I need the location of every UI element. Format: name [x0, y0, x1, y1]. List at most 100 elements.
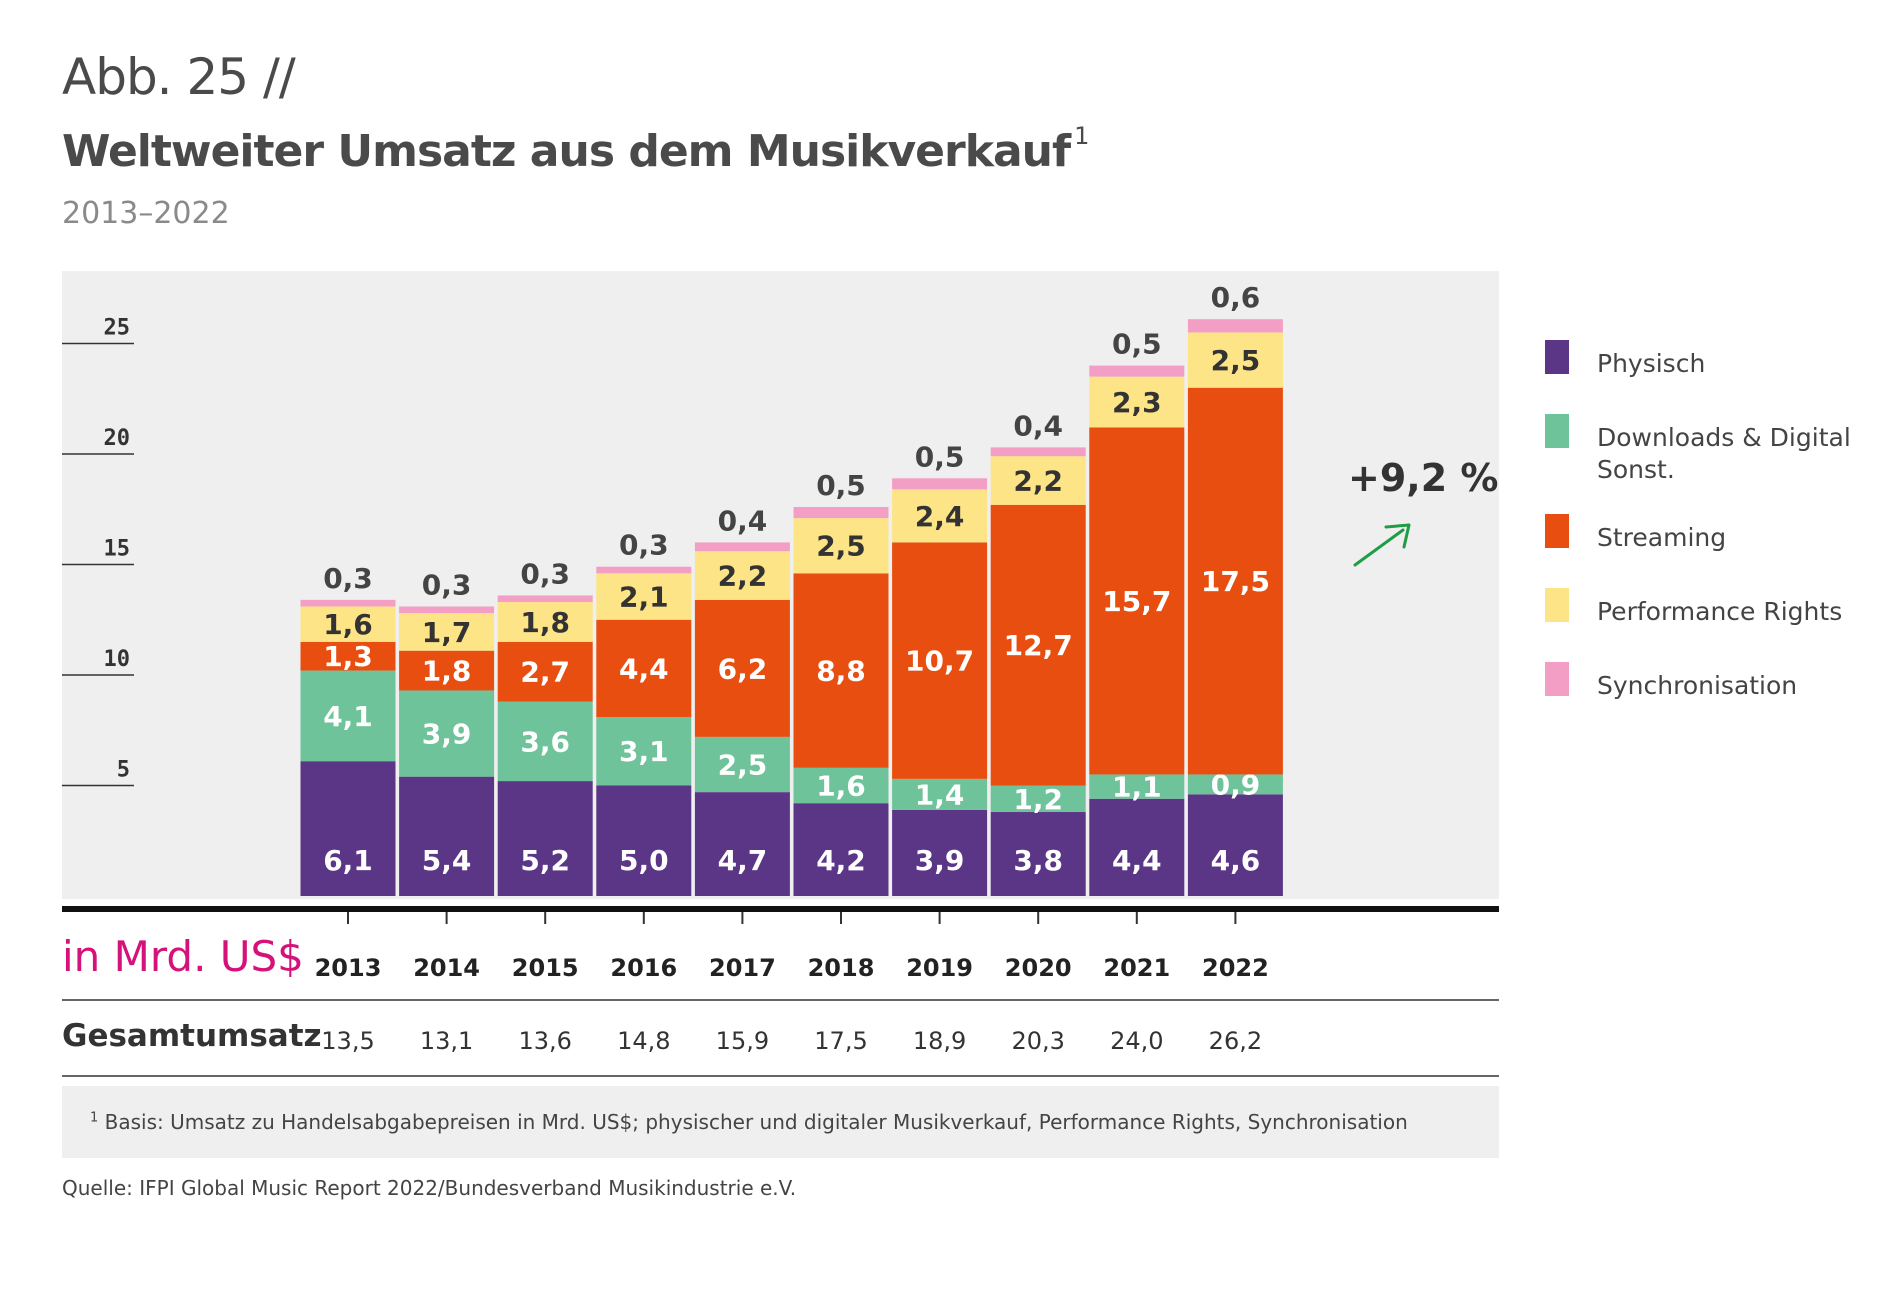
bar-segment: [1089, 376, 1185, 428]
bar-segment: [694, 792, 790, 896]
x-tick-label: 2022: [1202, 954, 1269, 982]
bar-value-label: 2,3: [1112, 386, 1162, 419]
bar-value-label: 3,9: [915, 844, 965, 877]
bar-segment: [694, 551, 790, 600]
bar-value-label: 0,5: [816, 469, 866, 502]
bar-value-label: 2,1: [619, 581, 669, 614]
bar-segment: [497, 641, 593, 702]
growth-label: +9,2 %: [1348, 456, 1499, 500]
legend-swatch-physisch: [1545, 340, 1569, 374]
bar-segment: [793, 573, 889, 768]
bar-segment: [892, 542, 988, 779]
footnote-text: Basis: Umsatz zu Handelsabgabepreisen in…: [104, 1110, 1408, 1134]
bar-value-label: 1,8: [422, 655, 472, 688]
bar-value-label: 4,7: [718, 844, 768, 877]
x-tick-label: 2018: [808, 954, 875, 982]
bar-value-label: 3,1: [619, 735, 669, 768]
legend-label-downloads: Downloads & Digital Sonst.: [1597, 423, 1851, 484]
bar-value-label: 12,7: [1004, 629, 1073, 662]
bar-value-label: 2,5: [718, 749, 768, 782]
x-tick-label: 2015: [512, 954, 579, 982]
total-value: 13,6: [518, 1027, 571, 1055]
bar-segment: [300, 641, 396, 671]
bar-segment: [793, 803, 889, 896]
bar-value-label: 1,6: [816, 770, 866, 803]
footnote: 1 Basis: Umsatz zu Handelsabgabepreisen …: [90, 1110, 1408, 1134]
bar-value-label: 15,7: [1102, 585, 1171, 618]
bar-segment: [300, 599, 396, 607]
bar-value-label: 2,4: [915, 500, 965, 533]
bar-segment: [1089, 774, 1185, 799]
bar-segment: [596, 573, 692, 620]
bar-segment: [1187, 387, 1283, 775]
legend-label-physisch: Physisch: [1597, 349, 1706, 378]
source-note: Quelle: IFPI Global Music Report 2022/Bu…: [62, 1176, 797, 1200]
x-tick-label: 2021: [1103, 954, 1170, 982]
bar-segment: [596, 566, 692, 574]
footnote-box: 1 Basis: Umsatz zu Handelsabgabepreisen …: [62, 1086, 1499, 1158]
bar-segment: [497, 595, 593, 603]
bar-segment: [793, 518, 889, 574]
bar-value-label: 2,7: [520, 656, 570, 689]
total-value: 13,5: [321, 1027, 374, 1055]
bar-segment: [694, 542, 790, 552]
y-tick-label: 25: [104, 316, 131, 341]
bar-segment: [1089, 365, 1185, 377]
bar-segment: [300, 670, 396, 762]
bar-segment: [892, 809, 988, 896]
legend-label-performance-rights: Performance Rights: [1597, 597, 1843, 626]
bar-segment: [497, 602, 593, 642]
bar-value-label: 0,3: [520, 557, 570, 590]
bar-value-label: 0,5: [1112, 328, 1162, 361]
growth-arrow-icon: [1353, 528, 1405, 567]
unit-label: in Mrd. US$: [62, 932, 304, 981]
bar-segment: [892, 478, 988, 490]
bar-segment: [1187, 774, 1283, 795]
bar-segment: [892, 489, 988, 543]
y-tick-label: 5: [117, 758, 130, 783]
bar-segment: [300, 761, 396, 896]
bar-value-label: 0,4: [718, 504, 768, 537]
legend-swatch-performance-rights: [1545, 588, 1569, 622]
bar-value-label: 2,2: [718, 560, 768, 593]
bar-segment: [990, 785, 1086, 813]
x-tick-label: 2013: [315, 954, 382, 982]
bar-value-label: 5,0: [619, 844, 669, 877]
bar-value-label: 3,8: [1013, 844, 1063, 877]
x-tick-label: 2020: [1005, 954, 1072, 982]
legend-swatch-streaming: [1545, 514, 1569, 548]
bar-segment: [300, 606, 396, 642]
growth-arrow-head-icon: [1384, 523, 1411, 549]
bar-value-label: 1,6: [323, 608, 373, 641]
chart-title: Weltweiter Umsatz aus dem Musikverkauf 1: [62, 122, 1089, 177]
stacked-bar-chart: 5101520256,14,11,31,60,35,43,91,81,70,35…: [62, 271, 1499, 1077]
bar-value-label: 6,2: [718, 652, 768, 685]
bar-value-label: 0,5: [915, 440, 965, 473]
legend-swatch-synchronisation: [1545, 662, 1569, 696]
bar-value-label: 5,4: [422, 844, 472, 877]
y-tick-label: 15: [104, 537, 131, 562]
x-tick-label: 2014: [413, 954, 480, 982]
bar-segment: [990, 456, 1086, 505]
bar-value-label: 1,3: [323, 640, 373, 673]
bar-segment: [399, 606, 495, 614]
bar-segment: [1089, 798, 1185, 896]
bar-segment: [497, 701, 593, 782]
legend-label-streaming: Streaming: [1597, 523, 1727, 552]
y-tick-label: 20: [104, 426, 131, 451]
bar-segment: [399, 776, 495, 896]
bar-segment: [694, 599, 790, 737]
bar-segment: [892, 778, 988, 810]
x-tick-label: 2016: [610, 954, 677, 982]
bar-value-label: 1,8: [520, 606, 570, 639]
total-value: 18,9: [913, 1027, 966, 1055]
bar-segment: [596, 619, 692, 717]
bar-segment: [793, 767, 889, 804]
total-value: 20,3: [1011, 1027, 1064, 1055]
bar-segment: [596, 785, 692, 896]
bar-segment: [793, 507, 889, 519]
bar-value-label: 4,2: [816, 844, 866, 877]
bar-value-label: 0,3: [422, 568, 472, 601]
legend-swatch-downloads: [1545, 414, 1569, 448]
total-value: 17,5: [814, 1027, 867, 1055]
